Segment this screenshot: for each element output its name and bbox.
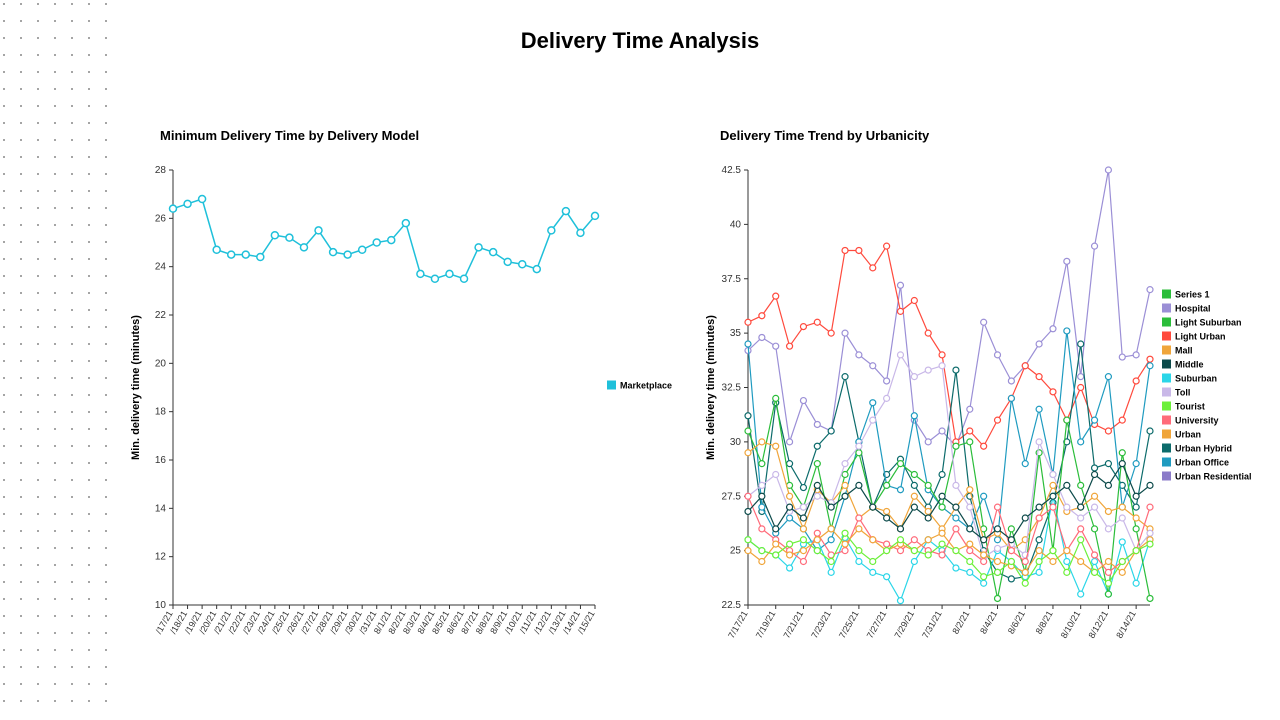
svg-text:12: 12 bbox=[155, 552, 167, 563]
left-chart: 10121416182022242628/17/21/18/21/19/21/2… bbox=[125, 160, 695, 690]
svg-text:16: 16 bbox=[155, 455, 167, 466]
svg-text:22: 22 bbox=[155, 310, 167, 321]
svg-text:University: University bbox=[1175, 416, 1219, 426]
svg-text:14: 14 bbox=[155, 503, 167, 514]
svg-text:42.5: 42.5 bbox=[722, 165, 742, 176]
svg-text:27.5: 27.5 bbox=[722, 491, 742, 502]
svg-text:7/27/21: 7/27/21 bbox=[865, 609, 889, 640]
svg-text:8/6/21: 8/6/21 bbox=[1006, 609, 1027, 636]
dots-background bbox=[0, 0, 120, 720]
svg-text:Min. delivery time (minutes): Min. delivery time (minutes) bbox=[705, 315, 717, 460]
svg-text:7/23/21: 7/23/21 bbox=[809, 609, 833, 640]
svg-text:7/19/21: 7/19/21 bbox=[754, 609, 778, 640]
svg-text:7/21/21: 7/21/21 bbox=[782, 609, 806, 640]
svg-text:Urban Hybrid: Urban Hybrid bbox=[1175, 444, 1232, 454]
svg-text:Urban Residential: Urban Residential bbox=[1175, 472, 1252, 482]
svg-text:25: 25 bbox=[730, 546, 742, 557]
page-title: Delivery Time Analysis bbox=[0, 28, 1280, 54]
svg-text:18: 18 bbox=[155, 407, 167, 418]
left-chart-title: Minimum Delivery Time by Delivery Model bbox=[160, 128, 419, 143]
svg-text:24: 24 bbox=[155, 262, 167, 273]
svg-text:28: 28 bbox=[155, 165, 167, 176]
svg-text:8/12/21: 8/12/21 bbox=[1086, 609, 1110, 640]
svg-text:8/2/21: 8/2/21 bbox=[950, 609, 971, 636]
svg-text:Urban Office: Urban Office bbox=[1175, 458, 1229, 468]
svg-text:7/31/21: 7/31/21 bbox=[920, 609, 944, 640]
svg-text:Toll: Toll bbox=[1175, 388, 1190, 398]
svg-text:Middle: Middle bbox=[1175, 360, 1204, 370]
svg-text:10: 10 bbox=[155, 600, 167, 611]
right-chart-title: Delivery Time Trend by Urbanicity bbox=[720, 128, 929, 143]
svg-text:22.5: 22.5 bbox=[722, 600, 742, 611]
svg-text:7/29/21: 7/29/21 bbox=[892, 609, 916, 640]
svg-text:30: 30 bbox=[730, 437, 742, 448]
svg-text:8/10/21: 8/10/21 bbox=[1059, 609, 1083, 640]
svg-text:20: 20 bbox=[155, 358, 167, 369]
svg-text:37.5: 37.5 bbox=[722, 274, 742, 285]
svg-text:Mall: Mall bbox=[1175, 346, 1193, 356]
svg-text:35: 35 bbox=[730, 328, 742, 339]
svg-text:40: 40 bbox=[730, 219, 742, 230]
svg-text:Suburban: Suburban bbox=[1175, 374, 1217, 384]
svg-text:32.5: 32.5 bbox=[722, 383, 742, 394]
svg-text:Urban: Urban bbox=[1175, 430, 1201, 440]
svg-text:Series 1: Series 1 bbox=[1175, 290, 1210, 300]
svg-text:Min. delivery time (minutes): Min. delivery time (minutes) bbox=[130, 315, 142, 460]
svg-text:7/17/21: 7/17/21 bbox=[726, 609, 750, 640]
svg-text:8/4/21: 8/4/21 bbox=[978, 609, 999, 636]
svg-text:7/25/21: 7/25/21 bbox=[837, 609, 861, 640]
svg-text:26: 26 bbox=[155, 213, 167, 224]
svg-text:Tourist: Tourist bbox=[1175, 402, 1205, 412]
svg-text:8/14/21: 8/14/21 bbox=[1114, 609, 1138, 640]
svg-text:Light Suburban: Light Suburban bbox=[1175, 318, 1242, 328]
svg-text:Hospital: Hospital bbox=[1175, 304, 1211, 314]
svg-text:8/8/21: 8/8/21 bbox=[1034, 609, 1055, 636]
right-chart: 22.5 25 27.5 30 32.5 35 37.5 40 42.5 7/17/217/19/… bbox=[700, 160, 1280, 690]
svg-text:Marketplace: Marketplace bbox=[620, 381, 672, 391]
svg-text:Light Urban: Light Urban bbox=[1175, 332, 1226, 342]
